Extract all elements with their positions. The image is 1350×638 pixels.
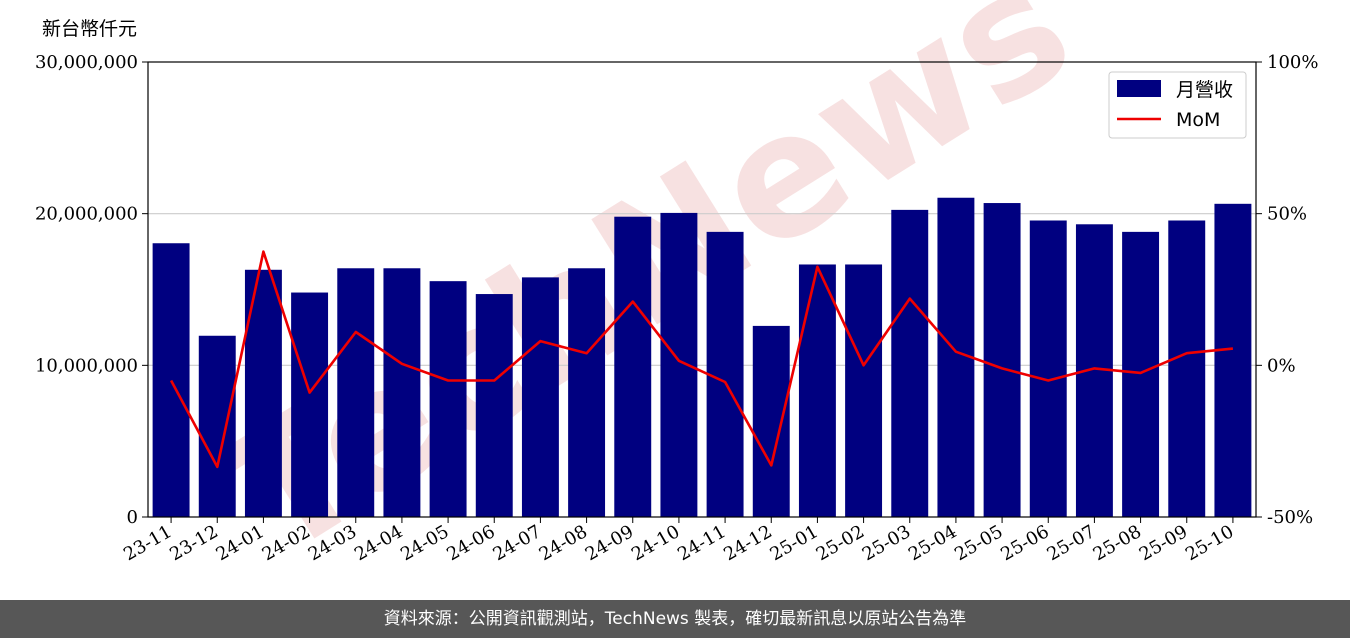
- x-tick-label: 25-07: [1043, 521, 1098, 565]
- revenue-bar: [152, 243, 190, 517]
- grid-lines: [148, 213, 1256, 366]
- x-tick-label: 24-09: [582, 521, 637, 565]
- revenue-bar: [798, 264, 836, 517]
- revenue-chart: TechNews 010,000,00020,000,00030,000,000…: [35, 0, 1319, 596]
- x-tick-label: 25-01: [766, 521, 821, 565]
- revenue-bar: [891, 209, 929, 517]
- revenue-bar: [660, 212, 698, 518]
- legend-line-label: MoM: [1176, 109, 1220, 131]
- x-tick-label: 25-03: [859, 521, 914, 565]
- left-tick-label: 20,000,000: [35, 204, 138, 225]
- revenue-bar: [568, 268, 606, 517]
- x-tick-label: 24-07: [489, 521, 544, 565]
- x-tick-label: 23-12: [166, 521, 221, 565]
- revenue-bar: [291, 292, 329, 517]
- x-tick-label: 25-08: [1090, 521, 1145, 565]
- x-tick-label: 25-05: [951, 521, 1006, 565]
- source-footer: 資料來源：公開資訊觀測站，TechNews 製表，確切最新訊息以原站公告為準: [0, 600, 1350, 638]
- revenue-bar: [614, 216, 652, 517]
- right-tick-label: 0%: [1267, 355, 1296, 376]
- x-tick-label: 25-09: [1136, 521, 1191, 565]
- revenue-bar: [983, 203, 1021, 518]
- x-tick-label: 24-01: [212, 521, 267, 565]
- revenue-bar: [1122, 231, 1160, 517]
- right-tick-label: 100%: [1267, 52, 1318, 73]
- revenue-bar: [706, 231, 744, 517]
- revenue-bar: [1214, 203, 1252, 517]
- right-tick-label: -50%: [1267, 507, 1313, 528]
- left-tick-label: 30,000,000: [35, 52, 138, 73]
- revenue-bar: [521, 277, 559, 517]
- revenue-bar: [475, 294, 513, 517]
- legend-bar-swatch: [1117, 80, 1161, 97]
- left-tick-label: 10,000,000: [35, 355, 138, 376]
- x-tick-label: 25-06: [997, 521, 1052, 565]
- x-tick-label: 25-10: [1182, 521, 1237, 565]
- revenue-bar: [1168, 220, 1206, 517]
- revenue-bar: [752, 325, 790, 517]
- x-tick-label: 24-08: [536, 521, 591, 565]
- revenue-bar: [337, 268, 375, 517]
- revenue-bar: [383, 268, 421, 517]
- mom-line-series: [169, 250, 1234, 469]
- revenue-bar: [1029, 220, 1067, 517]
- mom-line: [169, 250, 1234, 469]
- x-tick-label: 24-12: [720, 521, 775, 565]
- revenue-bar: [845, 264, 883, 517]
- revenue-bar: [198, 335, 236, 517]
- plot-frame: [147, 61, 1257, 518]
- revenue-bar: [429, 281, 467, 517]
- x-tick-label: 25-02: [813, 521, 868, 565]
- left-y-axis: 0 10,000,000 20,000,000 30,000,000: [35, 52, 148, 528]
- legend: 月營收 MoM: [1108, 71, 1247, 139]
- x-tick-label: 24-06: [443, 521, 498, 565]
- legend-bar-label: 月營收: [1176, 79, 1233, 101]
- right-y-axis: -50% 0% 50% 100%: [1256, 52, 1318, 528]
- left-tick-label: 0: [127, 507, 138, 528]
- x-tick-label: 25-04: [905, 521, 960, 565]
- right-tick-label: 50%: [1267, 204, 1307, 225]
- x-tick-label: 24-10: [628, 521, 683, 565]
- x-tick-label: 24-11: [674, 521, 729, 565]
- y-axis-unit-label: 新台幣仟元: [42, 18, 138, 40]
